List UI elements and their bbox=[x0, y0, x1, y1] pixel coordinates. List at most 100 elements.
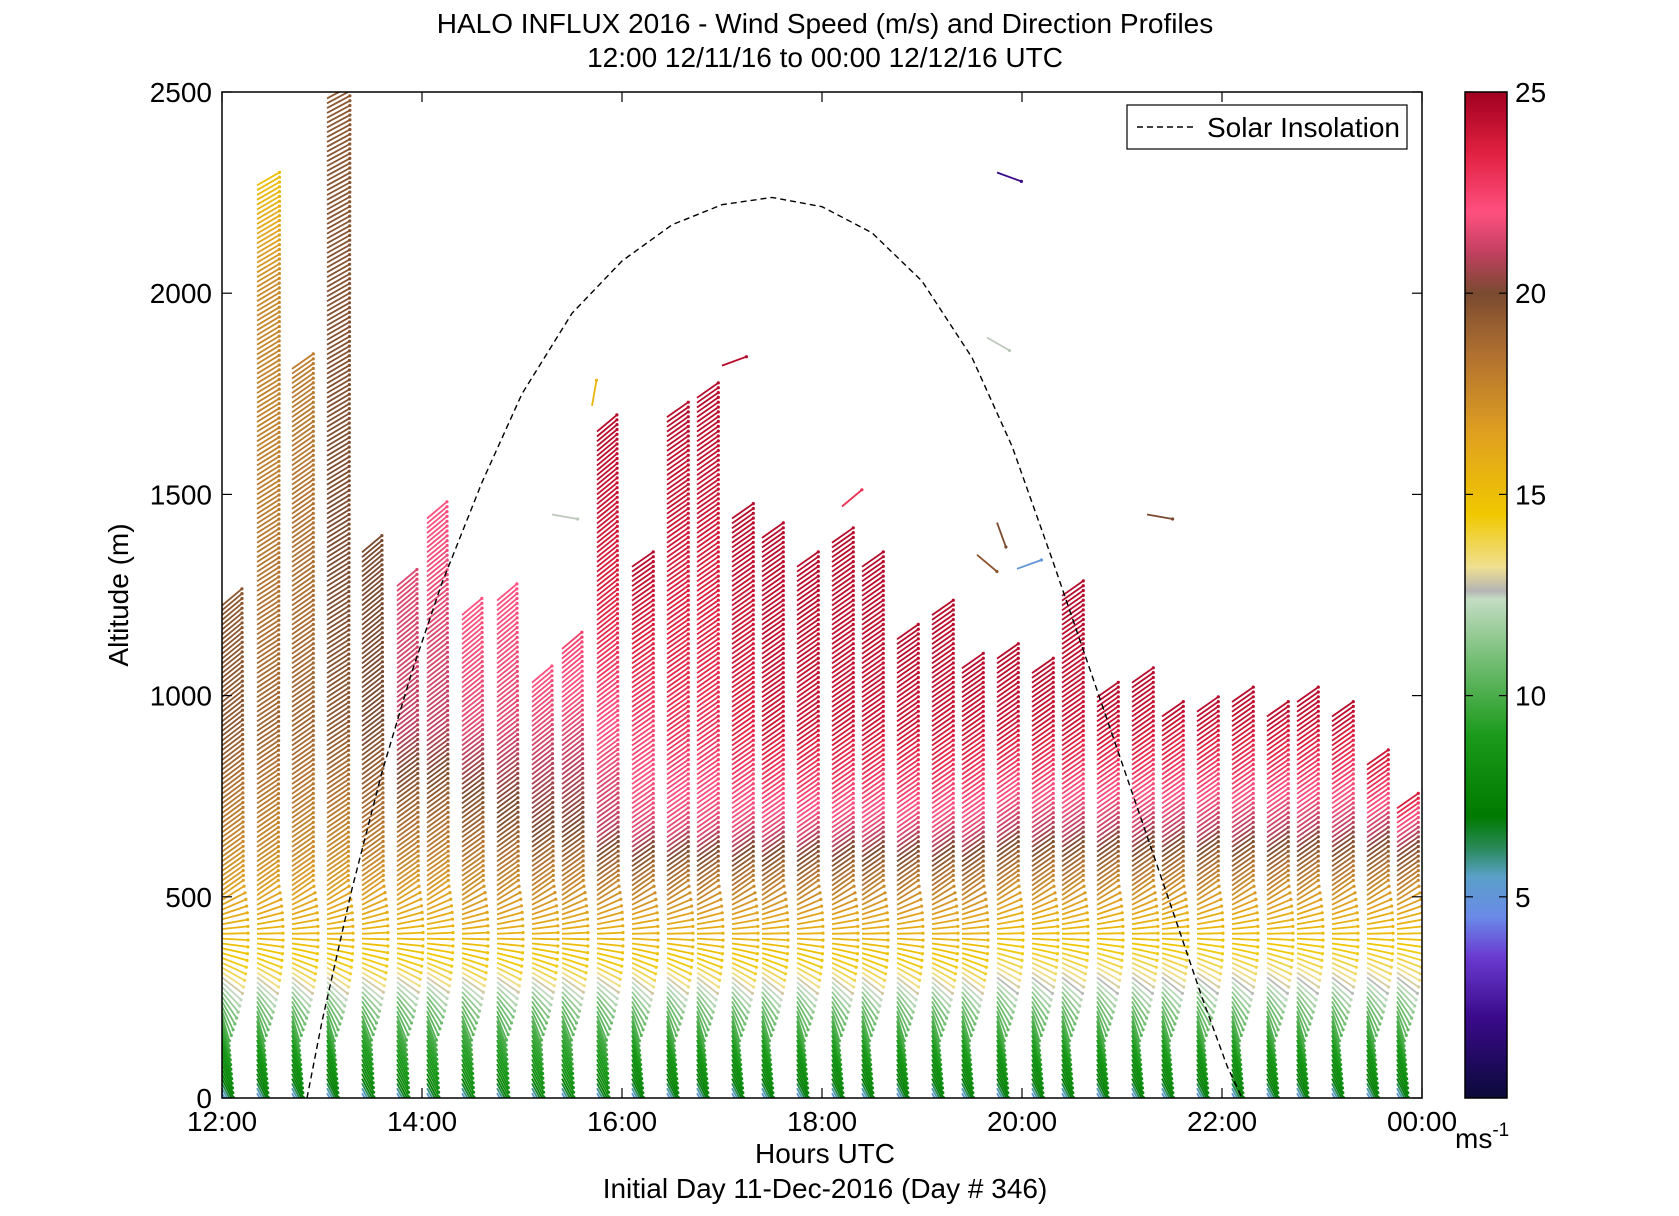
wind-vector-shaft bbox=[326, 754, 350, 771]
wind-vector-head bbox=[445, 616, 449, 620]
wind-vector-head bbox=[481, 830, 485, 834]
wind-vector-head bbox=[415, 679, 419, 683]
wind-vector-shaft bbox=[326, 773, 350, 790]
wind-vector-shaft bbox=[326, 831, 349, 848]
wind-vector bbox=[326, 825, 350, 843]
wind-vector-head bbox=[311, 516, 315, 520]
wind-vector-head bbox=[315, 911, 319, 915]
wind-vector bbox=[291, 588, 315, 607]
wind-vector-shaft bbox=[291, 700, 314, 718]
wind-vector-head bbox=[311, 473, 315, 477]
wind-vector-head bbox=[273, 1004, 277, 1008]
wind-vector-shaft bbox=[291, 560, 314, 578]
wind-vector-head bbox=[477, 1009, 482, 1013]
wind-vector-head bbox=[571, 1086, 575, 1090]
wind-vector-head bbox=[241, 766, 245, 771]
wind-vector bbox=[326, 522, 351, 539]
wind-vector bbox=[256, 209, 282, 225]
wind-vector-head bbox=[446, 839, 450, 844]
wind-vector-head bbox=[615, 447, 619, 451]
wind-vector bbox=[326, 961, 353, 976]
wind-vector-shaft bbox=[256, 696, 280, 713]
wind-vector-head bbox=[556, 924, 560, 928]
wind-vector-head bbox=[316, 924, 320, 929]
wind-vector-head bbox=[651, 603, 655, 607]
wind-vector-shaft bbox=[291, 599, 314, 616]
wind-vector-head bbox=[615, 612, 620, 616]
wind-vector-head bbox=[616, 679, 620, 684]
wind-vector-head bbox=[386, 924, 390, 928]
wind-vector-head bbox=[451, 931, 455, 935]
wind-vector-shaft bbox=[256, 243, 280, 259]
wind-vector-head bbox=[347, 662, 351, 666]
wind-vector-shaft bbox=[291, 885, 315, 901]
wind-vector bbox=[291, 724, 315, 742]
wind-vector-head bbox=[586, 931, 590, 935]
wind-vector-head bbox=[350, 911, 354, 915]
wind-vector-head bbox=[371, 1032, 375, 1037]
wind-vector-head bbox=[651, 762, 655, 767]
wind-vector-head bbox=[518, 977, 522, 981]
wind-vector-head bbox=[348, 176, 352, 180]
wind-vector-head bbox=[311, 849, 315, 853]
wind-vector-head bbox=[347, 748, 351, 752]
wind-vector-head bbox=[616, 742, 620, 747]
wind-vector-head bbox=[470, 1062, 474, 1066]
wind-vector-head bbox=[311, 772, 315, 776]
wind-vector-shaft bbox=[256, 816, 279, 834]
wind-vector-shaft bbox=[326, 653, 350, 669]
wind-vector-head bbox=[406, 1081, 410, 1085]
wind-vector-head bbox=[516, 771, 520, 776]
wind-vector-shaft bbox=[291, 826, 314, 843]
wind-vector-head bbox=[639, 1063, 643, 1067]
wind-vector bbox=[256, 734, 281, 752]
wind-vector-shaft bbox=[326, 388, 350, 404]
wind-vector-shaft bbox=[222, 879, 244, 896]
wind-vector bbox=[222, 904, 249, 916]
wind-vector bbox=[291, 540, 315, 558]
wind-vector-head bbox=[481, 737, 485, 741]
wind-vector-shaft bbox=[326, 489, 350, 505]
wind-vector-head bbox=[315, 904, 319, 908]
wind-vector-shaft bbox=[326, 976, 348, 995]
wind-vector bbox=[256, 976, 279, 996]
wind-vector-head bbox=[276, 864, 280, 868]
wind-vector-head bbox=[651, 560, 655, 564]
wind-vector-head bbox=[416, 878, 420, 882]
wind-vector-head bbox=[688, 978, 692, 983]
wind-vector bbox=[256, 637, 281, 655]
wind-vector-head bbox=[311, 632, 315, 636]
wind-vector bbox=[256, 873, 280, 892]
wind-vector bbox=[222, 996, 239, 1020]
wind-vector-head bbox=[370, 1053, 374, 1057]
wind-vector-shaft bbox=[291, 527, 314, 544]
wind-vector-head bbox=[616, 621, 620, 625]
wind-vector-shaft bbox=[291, 773, 314, 790]
wind-vector-head bbox=[347, 397, 351, 401]
wind-vector-head bbox=[651, 709, 655, 713]
wind-vector-head bbox=[480, 669, 484, 673]
wind-vector-shaft bbox=[291, 715, 314, 732]
wind-vector-head bbox=[651, 815, 655, 820]
wind-vector-shaft bbox=[326, 441, 350, 457]
wind-vector-head bbox=[505, 1053, 509, 1057]
wind-vector-head bbox=[615, 442, 619, 446]
wind-vector-head bbox=[516, 723, 520, 727]
wind-vector-head bbox=[674, 1067, 678, 1071]
wind-vector-head bbox=[277, 435, 281, 439]
wind-vector-head bbox=[231, 1091, 235, 1095]
wind-vector-head bbox=[347, 512, 351, 517]
wind-vector-head bbox=[277, 358, 281, 362]
wind-vector-head bbox=[381, 864, 385, 868]
wind-vector-head bbox=[640, 1077, 644, 1081]
wind-vector bbox=[291, 622, 315, 641]
wind-vector bbox=[326, 671, 351, 689]
wind-vector-shaft bbox=[256, 214, 280, 230]
wind-vector-head bbox=[348, 152, 352, 156]
wind-vector bbox=[291, 497, 315, 515]
wind-vector bbox=[222, 791, 245, 810]
wind-vector-head bbox=[652, 884, 656, 888]
wind-vector-head bbox=[616, 665, 620, 669]
wind-vector-head bbox=[277, 884, 281, 888]
wind-vector-head bbox=[506, 1086, 510, 1090]
